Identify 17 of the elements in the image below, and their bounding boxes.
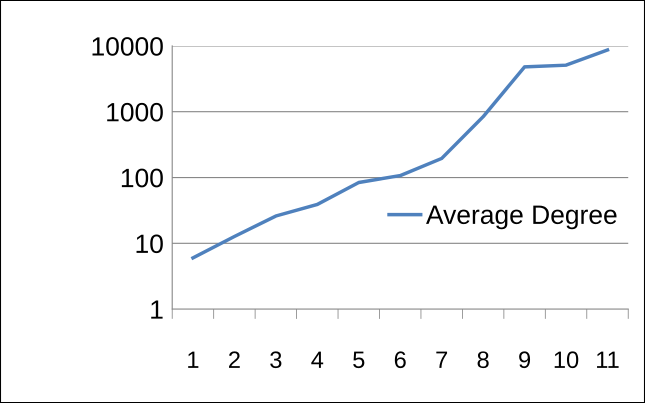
x-tick-label: 4 — [311, 352, 324, 368]
x-tick-label: 5 — [353, 352, 364, 368]
y-tick-label: 10000 — [92, 37, 163, 56]
y-tick-label: 100 — [122, 168, 163, 188]
y-tick-label: 1 — [151, 300, 163, 319]
x-tick-label: 2 — [229, 351, 240, 368]
x-tick-label: 3 — [270, 351, 282, 368]
x-tick-label: 7 — [436, 352, 448, 368]
x-tick-label: 10 — [554, 351, 578, 368]
x-tick-label: 8 — [478, 351, 489, 368]
x-tick-label: 9 — [519, 351, 530, 368]
legend-label: Average Degree — [426, 206, 617, 230]
y-tick-label: 10 — [136, 234, 163, 254]
x-tick-label: 11 — [597, 352, 619, 368]
y-tick-label: 1000 — [107, 102, 163, 122]
x-tick-label: 1 — [188, 352, 198, 368]
x-tick-label: 6 — [394, 351, 406, 368]
